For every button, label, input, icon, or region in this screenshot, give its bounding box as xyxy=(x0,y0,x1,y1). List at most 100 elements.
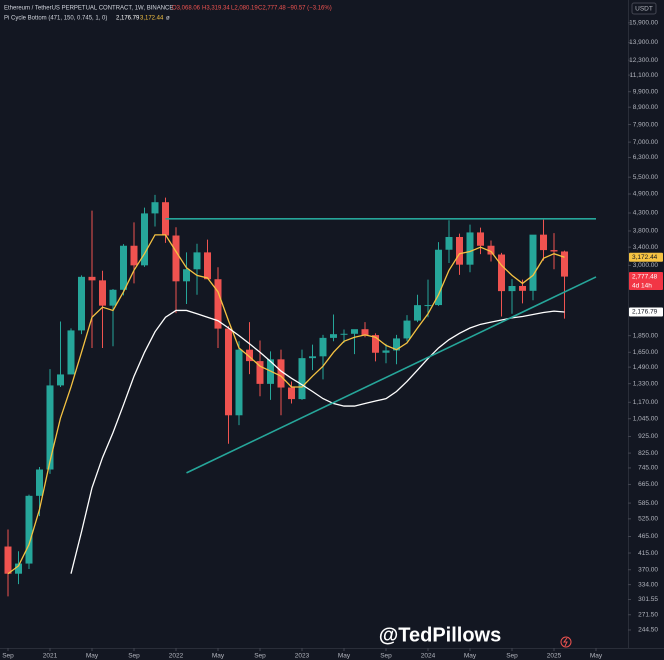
y-tick-label: 370.00 xyxy=(638,566,658,573)
x-tick-label: 2023 xyxy=(295,653,310,660)
price-label: 2,176.79 xyxy=(632,309,658,316)
candle-body xyxy=(15,563,22,574)
candle-body xyxy=(519,285,526,291)
candle-body xyxy=(36,469,43,496)
candle-body xyxy=(508,285,516,292)
x-tick-label: 2024 xyxy=(421,653,436,660)
x-tick-label: Sep xyxy=(380,653,392,660)
indicator-value: 2,176.79 xyxy=(116,16,140,22)
price-label-box xyxy=(629,252,663,262)
candle-body xyxy=(151,202,159,214)
candle-body xyxy=(67,330,75,375)
y-tick-label: 11,100.00 xyxy=(630,72,659,79)
candle-body xyxy=(498,254,505,292)
candle-body xyxy=(372,335,379,353)
y-tick-label: 665.00 xyxy=(638,481,658,488)
x-tick-label: May xyxy=(212,653,225,660)
candle-body xyxy=(99,280,106,306)
indicator-value: 3,172.44 xyxy=(140,16,164,22)
price-label: 3,172.44 xyxy=(632,254,658,261)
candle-body xyxy=(130,245,138,266)
symbol: Ethereum / TetherUS PERPETUAL CONTRACT, … xyxy=(4,6,173,12)
candle-body xyxy=(361,329,369,336)
watermark: @TedPillows xyxy=(379,624,501,646)
candle-body xyxy=(256,361,264,384)
candle-body xyxy=(393,338,400,351)
candle-body xyxy=(309,356,316,359)
currency-box[interactable] xyxy=(631,2,657,15)
candle-body xyxy=(466,232,474,265)
candle-body xyxy=(204,252,211,280)
ohlc-high: H3,319.34 xyxy=(202,6,230,12)
candle-body xyxy=(193,252,201,270)
y-tick-label: 465.00 xyxy=(638,533,658,540)
y-tick-label: 334.00 xyxy=(638,581,658,588)
price-label-countdown: 4d 14h xyxy=(632,282,652,289)
y-tick-label: 1,490.00 xyxy=(633,364,659,371)
alert-icon-bolt xyxy=(563,637,568,647)
y-tick-label: 271.50 xyxy=(638,611,658,618)
indicator-line xyxy=(70,309,565,574)
x-tick-label: 2025 xyxy=(547,653,562,660)
candle-body xyxy=(88,276,96,281)
y-tick-label: 1,170.00 xyxy=(633,399,659,406)
y-tick-label: 6,300.00 xyxy=(633,154,659,161)
x-tick-label: May xyxy=(464,653,477,660)
price-label: 2,777.48 xyxy=(632,273,658,280)
y-tick-label: 745.00 xyxy=(638,465,658,472)
candle-body xyxy=(235,349,243,416)
candle-body xyxy=(319,337,327,357)
candle-body xyxy=(477,232,484,246)
candle-body xyxy=(46,385,54,470)
y-tick-label: 8,900.00 xyxy=(633,104,659,111)
candle-body xyxy=(214,279,222,329)
indicator-icon: ø xyxy=(166,16,170,22)
y-tick-label: 585.00 xyxy=(638,500,658,507)
candle-body xyxy=(456,236,463,265)
candle-body xyxy=(109,289,117,306)
candle-body xyxy=(298,358,306,400)
candle-body xyxy=(330,334,337,338)
currency[interactable]: USDT xyxy=(635,6,653,13)
y-tick-label: 415.00 xyxy=(638,550,658,557)
candle-body xyxy=(561,251,568,277)
ohlc-low: L2,080.19 xyxy=(231,6,258,12)
candle-body xyxy=(172,235,180,282)
candle-body xyxy=(25,495,33,564)
y-tick-label: 1,650.00 xyxy=(633,349,659,356)
y-tick-label: 12,300.00 xyxy=(629,57,658,64)
candle-body xyxy=(288,387,295,400)
indicator: Pi Cycle Bottom (471, 150, 0.745, 1, 0) xyxy=(4,16,107,22)
candle-body xyxy=(340,333,348,335)
x-tick-label: Sep xyxy=(254,653,266,660)
candle-body xyxy=(382,350,390,353)
y-tick-label: 7,900.00 xyxy=(633,121,659,128)
candle-body xyxy=(529,234,537,291)
x-tick-label: Sep xyxy=(506,653,518,660)
candle-body xyxy=(540,234,547,251)
y-tick-label: 15,900.00 xyxy=(629,20,658,27)
x-tick-label: May xyxy=(338,653,351,660)
candle-body xyxy=(78,276,85,331)
candle-body xyxy=(183,269,190,282)
indicator-line xyxy=(7,234,565,575)
y-tick-label: 3,000.00 xyxy=(633,262,659,269)
candle-body xyxy=(225,328,232,416)
x-tick-label: Sep xyxy=(128,653,140,660)
y-tick-label: 301.55 xyxy=(638,596,658,603)
y-tick-label: 1,330.00 xyxy=(633,380,659,387)
candle-body xyxy=(141,213,148,266)
ohlc-change: −90.57 (−3.16%) xyxy=(287,6,332,12)
alert-icon[interactable] xyxy=(560,636,572,648)
candle-body xyxy=(487,245,495,255)
candle-body xyxy=(4,546,12,574)
candle-body xyxy=(403,320,411,339)
price-label-box xyxy=(629,307,663,317)
y-tick-label: 13,900.00 xyxy=(629,39,658,46)
y-tick-label: 3,400.00 xyxy=(633,244,659,251)
y-tick-label: 5,500.00 xyxy=(633,174,659,181)
y-tick-label: 244.50 xyxy=(638,627,658,634)
